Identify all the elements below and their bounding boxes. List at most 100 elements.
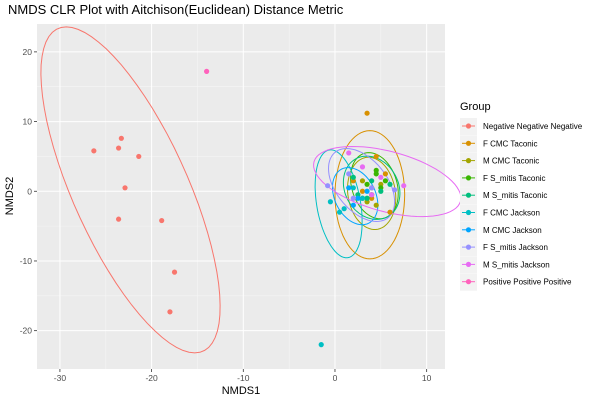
legend-item: F CMC Taconic bbox=[460, 135, 538, 153]
x-tick-label: -10 bbox=[237, 373, 250, 383]
grid bbox=[37, 24, 445, 369]
legend-label: F CMC Taconic bbox=[483, 139, 538, 148]
legend-label: M CMC Taconic bbox=[483, 157, 539, 166]
y-tick-label: 0 bbox=[27, 186, 32, 196]
x-tick-label: 10 bbox=[422, 373, 432, 383]
legend-item: Negative Negative Negative bbox=[460, 118, 583, 135]
legend-item: F CMC Jackson bbox=[460, 204, 540, 222]
data-point bbox=[373, 153, 379, 160]
legend-item: M CMC Taconic bbox=[460, 152, 539, 170]
legend-key-point bbox=[465, 158, 472, 164]
confidence-ellipse bbox=[40, 26, 221, 354]
data-point bbox=[382, 171, 389, 177]
data-point bbox=[91, 148, 97, 154]
confidence-ellipse bbox=[327, 147, 396, 223]
x-tick-label: 0 bbox=[333, 373, 338, 383]
legend-key-point bbox=[465, 192, 472, 198]
data-point bbox=[167, 309, 173, 315]
data-point bbox=[373, 202, 379, 208]
x-axis-title: NMDS1 bbox=[222, 385, 261, 397]
data-point bbox=[350, 195, 356, 201]
y-axis-ticks: -20 -10 0 10 20 bbox=[20, 47, 37, 336]
y-tick-label: -20 bbox=[20, 326, 33, 336]
data-point bbox=[373, 167, 379, 173]
data-point bbox=[327, 199, 333, 205]
data-point bbox=[369, 192, 375, 198]
y-tick-label: -10 bbox=[20, 256, 33, 266]
legend-item: M S_mitis Jackson bbox=[460, 256, 550, 274]
legend-item: Positive Positive Positive bbox=[460, 273, 572, 291]
legend-label: F S_mitis Jackson bbox=[483, 243, 548, 252]
legend-label: F S_mitis Taconic bbox=[483, 174, 546, 183]
data-point bbox=[369, 178, 375, 184]
legend-key-point bbox=[465, 244, 472, 250]
legend-label: Positive Positive Positive bbox=[483, 278, 572, 287]
legend-label: M CMC Jackson bbox=[483, 226, 542, 235]
y-axis-title: NMDS2 bbox=[4, 177, 16, 216]
data-points bbox=[91, 68, 407, 348]
data-point bbox=[355, 195, 361, 201]
data-point bbox=[364, 188, 370, 194]
legend-title: Group bbox=[460, 101, 491, 113]
legend-label: Negative Negative Negative bbox=[483, 122, 583, 131]
x-tick-label: -20 bbox=[145, 373, 158, 383]
data-point bbox=[346, 150, 352, 156]
y-tick-label: 20 bbox=[23, 47, 33, 57]
data-point bbox=[364, 181, 370, 187]
plot-panel bbox=[37, 24, 445, 369]
legend-item: F S_mitis Taconic bbox=[460, 169, 546, 187]
data-point bbox=[116, 216, 122, 222]
legend-key-point bbox=[465, 209, 472, 216]
y-tick-label: 10 bbox=[23, 117, 33, 127]
confidence-ellipse bbox=[313, 145, 462, 218]
x-tick-label: -30 bbox=[54, 373, 67, 383]
data-point bbox=[359, 178, 366, 184]
legend-key-point bbox=[465, 123, 472, 129]
data-point bbox=[336, 209, 343, 215]
data-point bbox=[378, 174, 384, 180]
data-point bbox=[350, 185, 356, 191]
data-point bbox=[122, 185, 128, 191]
data-point bbox=[359, 164, 366, 170]
legend-key-point bbox=[465, 175, 472, 181]
legend-label: M S_mitis Jackson bbox=[483, 260, 550, 269]
data-point bbox=[118, 135, 124, 141]
data-point bbox=[350, 202, 356, 208]
legend: Negative Negative Negative F CMC Taconic M… bbox=[460, 118, 583, 291]
data-point bbox=[350, 174, 356, 180]
confidence-ellipse bbox=[314, 149, 363, 259]
data-point bbox=[159, 217, 165, 224]
data-point bbox=[378, 188, 384, 194]
legend-key-point bbox=[465, 261, 472, 267]
legend-label: F CMC Jackson bbox=[483, 209, 540, 218]
data-point bbox=[325, 183, 331, 189]
data-point bbox=[369, 185, 375, 191]
legend-item: F S_mitis Jackson bbox=[460, 239, 548, 257]
data-point bbox=[346, 171, 352, 177]
data-point bbox=[136, 153, 142, 160]
x-axis-ticks: -30 -20 -10 0 10 bbox=[54, 369, 432, 383]
data-point bbox=[382, 178, 389, 184]
data-point bbox=[387, 181, 393, 187]
confidence-ellipse bbox=[350, 152, 399, 220]
legend-key-point bbox=[465, 227, 472, 233]
legend-key-point bbox=[465, 279, 472, 285]
data-point bbox=[364, 110, 370, 116]
data-point bbox=[387, 209, 393, 215]
legend-item: M S_mitis Taconic bbox=[460, 187, 547, 205]
data-point bbox=[346, 185, 352, 191]
data-point bbox=[341, 206, 347, 212]
data-point bbox=[359, 195, 366, 201]
data-point bbox=[116, 145, 122, 151]
chart-title: NMDS CLR Plot with Aitchison(Euclidean) … bbox=[8, 2, 344, 17]
data-point bbox=[401, 183, 407, 189]
data-point bbox=[391, 187, 398, 193]
confidence-ellipse bbox=[334, 130, 406, 260]
legend-item: M CMC Jackson bbox=[460, 221, 542, 239]
data-point bbox=[204, 68, 210, 74]
data-point bbox=[359, 188, 366, 194]
data-point bbox=[171, 269, 178, 275]
legend-key-point bbox=[465, 140, 472, 146]
